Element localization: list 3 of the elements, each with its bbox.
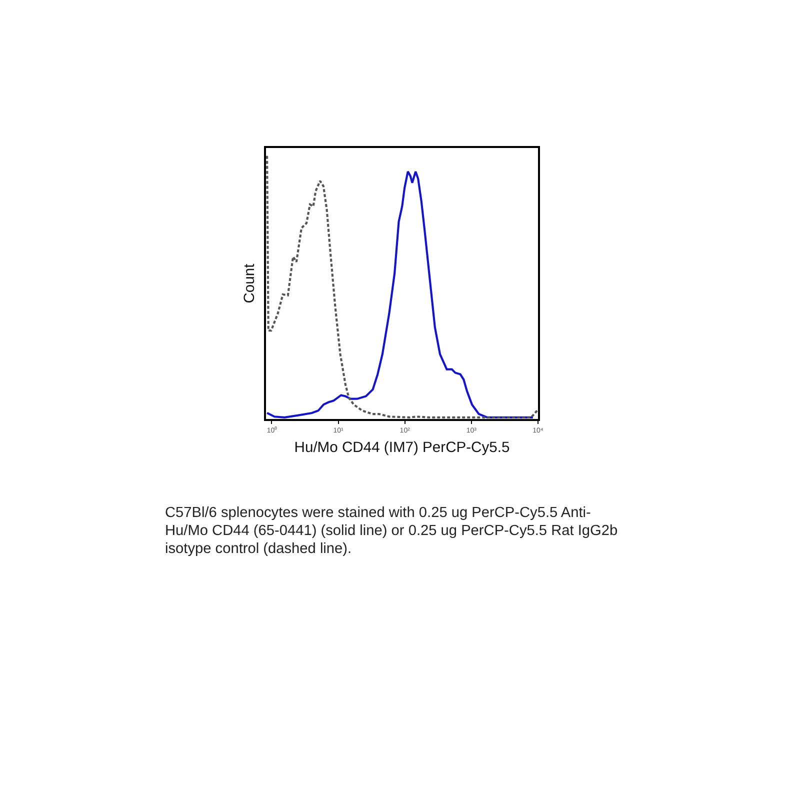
y-axis-title: Count — [242, 264, 258, 304]
x-axis-title: Hu/Mo CD44 (IM7) PerCP-Cy5.5 — [294, 440, 510, 456]
text: C57Bl/6 splenocytes were stained with 0.25 ug PerCP-Cy5.5 Anti-Hu/Mo CD44 (65-0441) (solid line) or 0.25 ug PerCP-Cy5.5 Rat IgG2b isotype control (dashed line). — [165, 504, 619, 558]
